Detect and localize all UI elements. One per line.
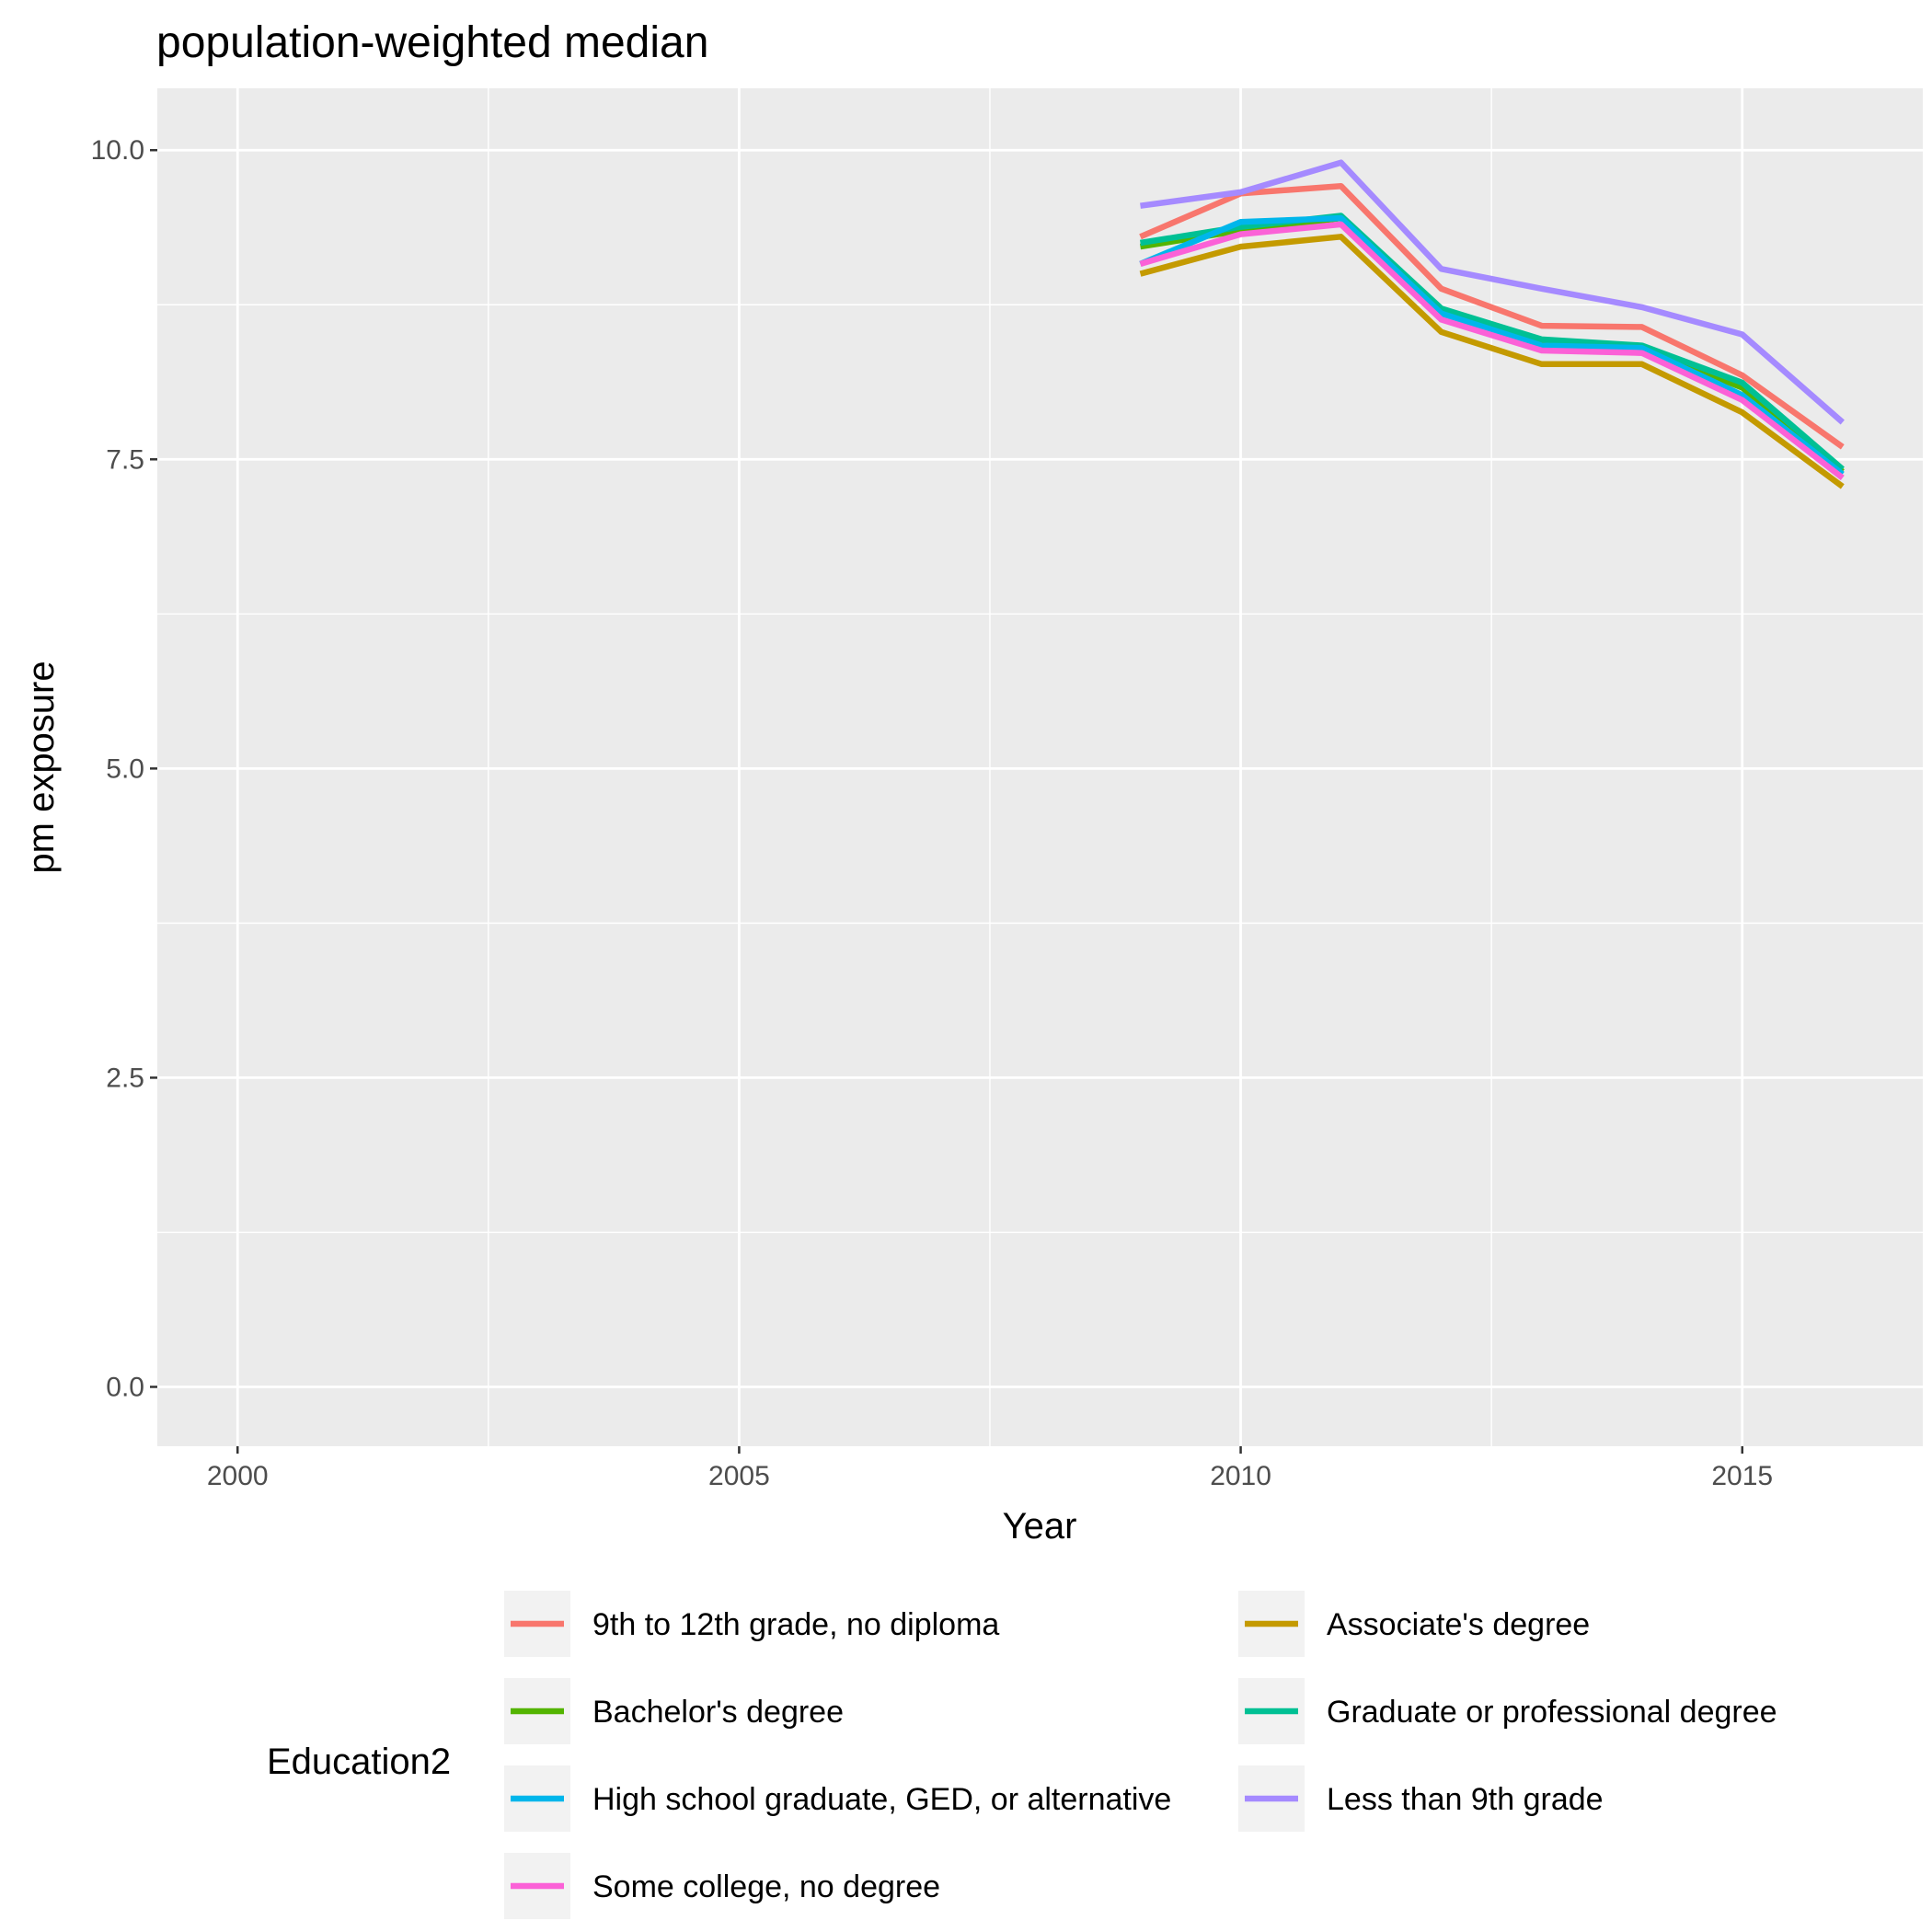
legend: 9th to 12th grade, no diploma Associate's…	[504, 1591, 1777, 1919]
series-line-less-than-9th-grade	[1140, 159, 1845, 425]
series-line-9th-to-12th-grade-no-diploma	[1139, 182, 1845, 450]
legend-item-associate-s-degree: Associate's degree	[1238, 1591, 1590, 1657]
legend-item-high-school-graduate-ged-or-alternative: High school graduate, GED, or alternativ…	[504, 1765, 1171, 1832]
y-tick-label: 2.5	[106, 1063, 144, 1093]
y-tick-label: 5.0	[106, 753, 144, 784]
y-tick-label: 7.5	[106, 444, 144, 475]
legend-label: Some college, no degree	[592, 1869, 940, 1904]
series-line-associate-s-degree	[1139, 234, 1845, 489]
x-tick-label: 2010	[1210, 1461, 1271, 1491]
major-grid	[157, 88, 1923, 1446]
legend-item-some-college-no-degree: Some college, no degree	[504, 1853, 940, 1919]
legend-item-less-than-9th-grade: Less than 9th grade	[1238, 1765, 1604, 1832]
legend-label: High school graduate, GED, or alternativ…	[592, 1782, 1171, 1817]
series-line-some-college-no-degree	[1139, 221, 1845, 480]
legend-label: 9th to 12th grade, no diploma	[592, 1607, 999, 1642]
chart-title: population-weighted median	[156, 18, 708, 67]
legend-label: Bachelor's degree	[592, 1695, 844, 1730]
legend-item-9th-to-12th-grade-no-diploma: 9th to 12th grade, no diploma	[504, 1591, 999, 1657]
legend-label: Associate's degree	[1327, 1607, 1590, 1642]
x-tick-label: 2005	[708, 1461, 770, 1491]
x-axis-title: Year	[1003, 1506, 1077, 1547]
series-lines	[1139, 159, 1845, 489]
series-line-high-school-graduate-ged-or-alternative	[1139, 214, 1845, 477]
legend-title: Education2	[267, 1742, 451, 1782]
y-axis-title: pm exposure	[21, 661, 62, 873]
y-axis: 0.0 2.5 5.0 7.5 10.0	[91, 135, 157, 1402]
series-line-graduate-or-professional-degree	[1139, 213, 1845, 472]
legend-label: Graduate or professional degree	[1327, 1695, 1777, 1730]
y-tick-label: 0.0	[106, 1372, 144, 1402]
x-tick-label: 2000	[207, 1461, 269, 1491]
legend-item-graduate-or-professional-degree: Graduate or professional degree	[1238, 1678, 1777, 1744]
x-tick-label: 2015	[1711, 1461, 1773, 1491]
legend-item-bachelor-s-degree: Bachelor's degree	[504, 1678, 844, 1744]
y-tick-label: 10.0	[91, 135, 144, 166]
legend-label: Less than 9th grade	[1327, 1782, 1604, 1817]
x-axis: 2000 2005 2010 2015	[207, 1446, 1773, 1491]
